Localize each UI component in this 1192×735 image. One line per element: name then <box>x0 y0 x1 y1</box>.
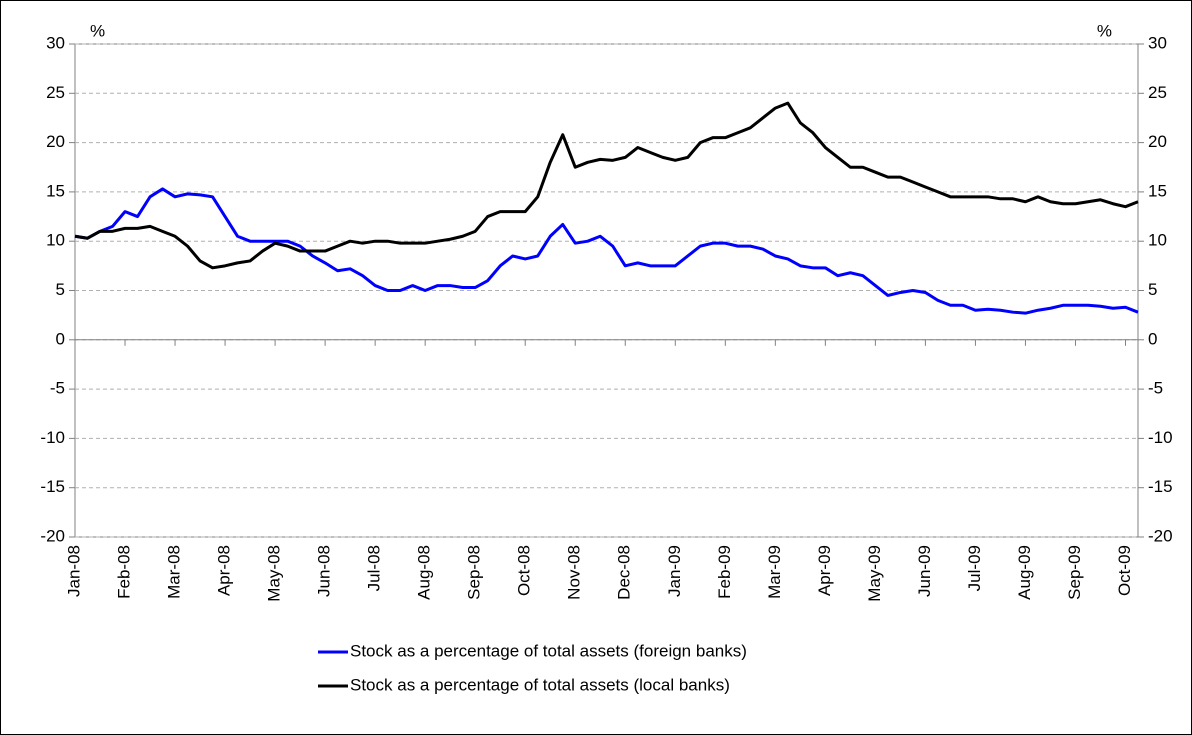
y-tick-label: 5 <box>56 280 65 299</box>
y2-tick-label: 10 <box>1148 231 1167 250</box>
x-tick-label: Aug-09 <box>1015 545 1034 600</box>
y-tick-label: -10 <box>40 428 65 447</box>
y2-tick-label: -5 <box>1148 379 1163 398</box>
series-line <box>74 187 1139 315</box>
y-tick-label: -15 <box>40 477 65 496</box>
y2-tick-label: -20 <box>1148 526 1173 545</box>
x-tick-label: Mar-08 <box>165 545 184 599</box>
y-tick-label: 0 <box>56 329 65 348</box>
x-tick-label: Jun-09 <box>915 545 934 597</box>
x-tick-label: Feb-09 <box>715 545 734 599</box>
y2-tick-label: 30 <box>1148 33 1167 52</box>
series-line <box>74 101 1139 270</box>
x-tick-label: Oct-08 <box>515 545 534 596</box>
x-tick-label: Aug-08 <box>415 545 434 600</box>
x-tick-label: Jan-08 <box>64 545 83 597</box>
x-tick-label: Dec-08 <box>615 545 634 600</box>
y-tick-label: -5 <box>50 379 65 398</box>
x-tick-label: Sep-09 <box>1065 545 1084 600</box>
x-tick-label: Feb-08 <box>115 545 134 599</box>
y-tick-label: 20 <box>46 132 65 151</box>
y-tick-label: -20 <box>40 526 65 545</box>
y2-tick-label: 0 <box>1148 329 1157 348</box>
legend-label: Stock as a percentage of total assets (l… <box>350 675 730 694</box>
x-tick-label: Jul-08 <box>365 545 384 591</box>
x-tick-label: May-09 <box>865 545 884 602</box>
y2-tick-label: -10 <box>1148 428 1173 447</box>
y2-axis-label: % <box>1097 21 1112 40</box>
y-tick-label: 15 <box>46 181 65 200</box>
y-tick-label: 10 <box>46 231 65 250</box>
x-tick-label: Jan-09 <box>665 545 684 597</box>
y-axis-label: % <box>90 21 105 40</box>
legend-label: Stock as a percentage of total assets (f… <box>350 641 747 660</box>
x-tick-label: May-08 <box>265 545 284 602</box>
x-tick-label: Sep-08 <box>465 545 484 600</box>
x-tick-label: Apr-09 <box>815 545 834 596</box>
x-tick-label: Apr-08 <box>215 545 234 596</box>
y2-tick-label: 5 <box>1148 280 1157 299</box>
x-tick-label: Nov-08 <box>565 545 584 600</box>
y2-tick-label: 15 <box>1148 181 1167 200</box>
y-tick-label: 30 <box>46 33 65 52</box>
x-tick-label: Jun-08 <box>315 545 334 597</box>
y2-tick-label: 25 <box>1148 83 1167 102</box>
x-tick-label: Mar-09 <box>765 545 784 599</box>
x-tick-label: Jul-09 <box>965 545 984 591</box>
x-tick-label: Oct-09 <box>1115 545 1134 596</box>
y2-tick-label: -15 <box>1148 477 1173 496</box>
y-tick-label: 25 <box>46 83 65 102</box>
y2-tick-label: 20 <box>1148 132 1167 151</box>
